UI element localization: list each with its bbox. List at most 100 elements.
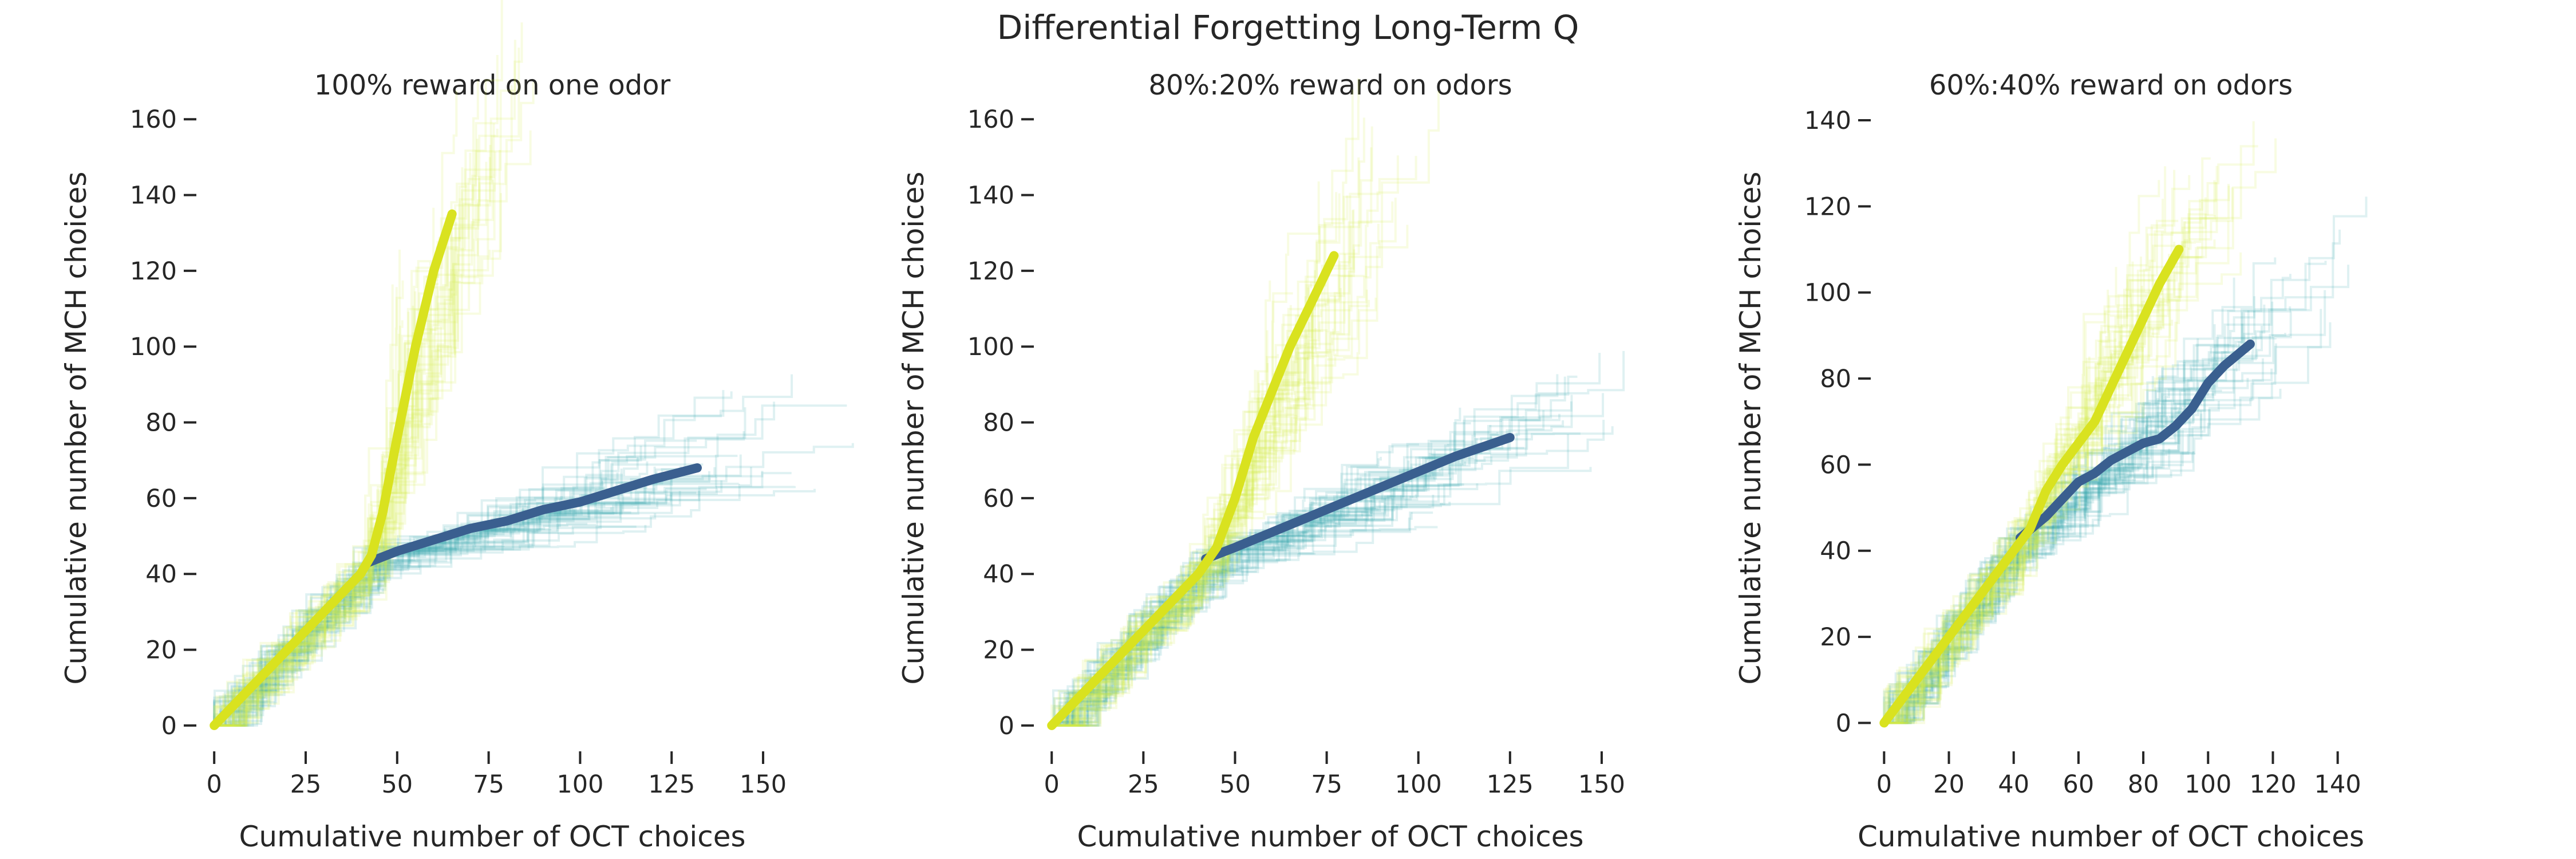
yellow-trace — [1052, 312, 1303, 727]
yellow-trace — [1884, 180, 2160, 724]
panels: 100% reward on one odor 0 25 50 75 100 125 150 0… — [60, 0, 2368, 853]
y-axis-label: Cumulative number of MCH choices — [897, 172, 930, 685]
yellow-trace — [1052, 300, 1370, 727]
blue-trace — [1052, 395, 1573, 727]
x-tick-label: 120 — [2249, 770, 2296, 799]
blue-trace — [214, 404, 847, 727]
blue-trace — [1884, 322, 2332, 724]
y-tick-label: 0 — [1836, 709, 1851, 738]
y-tick-label: 120 — [1804, 192, 1851, 221]
yellow-trace — [1052, 192, 1338, 727]
yellow-trace — [1884, 349, 2137, 724]
blue-trace — [1884, 410, 2179, 724]
blue-trace — [1884, 390, 2186, 724]
blue-trace — [1050, 498, 1386, 727]
blue-trace — [1884, 265, 2350, 724]
yellow-trace — [1052, 195, 1349, 727]
blue-trace — [1052, 375, 1578, 727]
y-tick-label: 0 — [161, 712, 177, 740]
chart-title: 100% reward on one odor — [314, 69, 671, 101]
yellow-trace — [214, 55, 499, 727]
chart-panel-3: 60%:40% reward on odors 0 20 40 60 80 100 120 14… — [1734, 69, 2368, 853]
y-tick-label: 40 — [1820, 537, 1851, 566]
yellow-trace — [1052, 117, 1365, 727]
blue-trace — [1052, 350, 1625, 727]
x-tick-label: 75 — [473, 770, 504, 799]
yellow-trace — [1052, 181, 1320, 727]
yellow-trace — [1052, 305, 1292, 727]
y-axis-label: Cumulative number of MCH choices — [60, 172, 93, 685]
x-tick-label: 125 — [1487, 770, 1534, 799]
yellow-mean-line — [1879, 245, 2184, 728]
x-tick-label: 150 — [740, 770, 787, 799]
y-tick-label: 60 — [983, 484, 1014, 513]
y-tick-label: 80 — [983, 409, 1014, 438]
yellow-trace — [1052, 254, 1346, 727]
x-tick-label: 50 — [1219, 770, 1251, 799]
blue-trace — [1052, 494, 1435, 727]
blue-trace — [1884, 290, 2326, 724]
blue-trace — [1884, 343, 2277, 724]
x-tick-label: 25 — [290, 770, 322, 799]
blue-trace — [1884, 310, 2255, 724]
y-tick-label: 20 — [145, 636, 177, 665]
yellow-trace — [214, 123, 495, 727]
x-axis-label: Cumulative number of OCT choices — [1077, 820, 1583, 853]
individual-traces — [213, 0, 854, 727]
blue-trace — [1884, 388, 2282, 724]
blue-trace — [1052, 467, 1592, 727]
blue-trace — [1883, 359, 2217, 724]
yellow-trace — [214, 40, 516, 727]
y-tick-label: 0 — [999, 712, 1014, 740]
blue-trace — [214, 463, 704, 727]
y-tick-label: 20 — [1820, 623, 1851, 652]
yellow-trace — [214, 0, 503, 727]
yellow-mean-line — [210, 209, 457, 730]
yellow-trace — [1052, 340, 1293, 727]
yellow-trace — [214, 145, 492, 727]
y-tick-label: 80 — [145, 409, 177, 438]
y-tick-label: 120 — [967, 257, 1014, 286]
blue-trace — [214, 446, 642, 727]
figure-title: Differential Forgetting Long-Term Q — [997, 8, 1579, 47]
blue-trace — [1883, 277, 2235, 724]
x-tick-label: 100 — [2184, 770, 2231, 799]
blue-trace — [1052, 353, 1601, 727]
x-tick-label: 100 — [556, 770, 603, 799]
x-tick-label: 20 — [1933, 770, 1965, 799]
yellow-trace — [214, 250, 491, 727]
blue-mean-line — [363, 463, 702, 568]
yellow-trace — [1884, 330, 2131, 724]
x-tick-label: 40 — [1998, 770, 2029, 799]
yellow-trace — [1052, 147, 1373, 727]
yellow-trace — [1052, 91, 1440, 727]
y-tick-label: 100 — [967, 333, 1014, 361]
x-tick-label: 75 — [1311, 770, 1342, 799]
y-tick-label: 20 — [983, 636, 1014, 665]
y-tick-label: 140 — [1804, 107, 1851, 135]
blue-trace — [1052, 488, 1401, 727]
y-tick-label: 60 — [145, 484, 177, 513]
yellow-trace — [1884, 187, 2234, 724]
y-tick-label: 160 — [967, 105, 1014, 134]
blue-trace — [1884, 229, 2341, 724]
y-tick-label: 60 — [1820, 451, 1851, 479]
chart-panel-1: 100% reward on one odor 0 25 50 75 100 125 150 0… — [60, 0, 854, 853]
y-tick-label: 40 — [983, 560, 1014, 589]
x-tick-label: 100 — [1395, 770, 1442, 799]
blue-trace — [1884, 451, 2195, 724]
x-tick-label: 140 — [2314, 770, 2361, 799]
x-tick-label: 0 — [1044, 770, 1060, 799]
yellow-trace — [214, 139, 479, 727]
y-tick-label: 80 — [1820, 365, 1851, 393]
yellow-trace — [1052, 126, 1373, 727]
x-tick-label: 60 — [2063, 770, 2095, 799]
blue-trace — [214, 374, 793, 727]
yellow-trace — [214, 149, 501, 727]
blue-trace — [214, 488, 816, 727]
blue-trace — [213, 525, 637, 726]
x-tick-label: 50 — [381, 770, 413, 799]
blue-trace — [1884, 401, 2220, 724]
yellow-trace — [214, 85, 513, 727]
yellow-trace — [1050, 155, 1399, 726]
